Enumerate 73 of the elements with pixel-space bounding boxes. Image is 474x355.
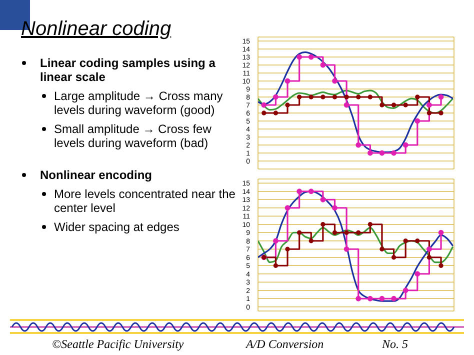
text: Wider spacing at edges [54,220,180,234]
point [402,142,408,148]
point [438,230,444,236]
point [391,150,396,156]
point [403,238,408,244]
point [403,102,408,108]
text: Large amplitude → Cross many levels during waveform (good) [54,89,224,117]
point [262,110,266,116]
point [308,54,314,60]
point [415,238,420,244]
point [308,238,314,244]
point [379,296,385,302]
point [320,62,326,68]
text: ©Seattle Pacific University [52,337,184,352]
text: A/D Conversion [246,337,324,352]
point [344,102,350,108]
point [391,102,396,108]
point [414,271,420,277]
point [296,54,302,60]
point [414,118,420,124]
point [367,296,373,302]
point [356,142,362,148]
point [344,246,350,252]
point [285,102,290,108]
point [273,263,278,268]
point [426,246,432,252]
line-series [258,90,454,114]
point [402,288,408,294]
point [391,296,396,302]
point [426,110,432,116]
point [356,94,361,100]
point [296,230,302,235]
text: Nonlinear encoding [40,168,152,182]
text: Nonlinear coding [21,18,172,41]
point [426,102,432,108]
point [332,230,338,235]
point [380,102,384,108]
point [285,246,290,252]
point [356,296,362,302]
point [284,205,290,211]
point [320,94,326,100]
point [308,94,314,100]
point [320,222,326,227]
point [438,94,444,100]
point [368,94,373,100]
point [284,78,290,84]
text: No. 5 [382,337,408,352]
text: Linear coding samples using a linear scale [40,56,216,84]
text: Small amplitude → Cross few levels during waveform (bad) [54,122,212,150]
point [356,230,361,235]
point [320,196,326,202]
point [415,94,420,100]
point [273,94,278,100]
point [438,110,444,116]
point [426,255,432,260]
point [380,246,384,252]
point [332,205,338,211]
point [344,94,349,100]
point [332,78,338,84]
point [438,263,444,268]
point [391,255,396,260]
point [261,102,267,108]
point [296,188,302,194]
point [379,150,385,156]
point [367,150,373,156]
point [368,222,373,227]
point [296,94,302,100]
point [308,188,314,194]
text: More levels concentrated near the center level [54,187,236,215]
point [273,110,278,116]
point [344,230,349,235]
point [273,238,278,244]
point [332,94,338,100]
